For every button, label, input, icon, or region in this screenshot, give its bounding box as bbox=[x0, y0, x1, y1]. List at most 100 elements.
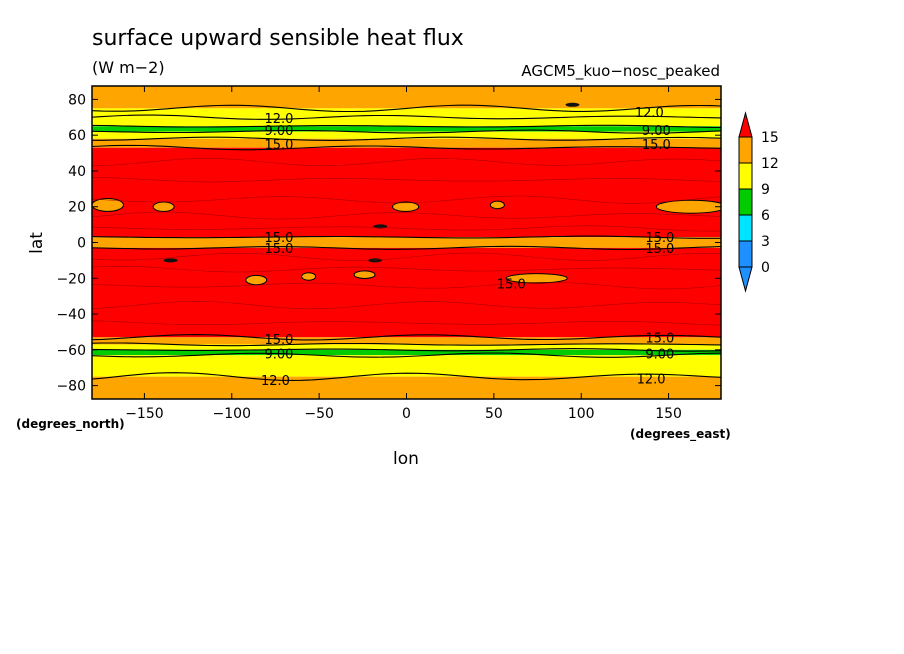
colorbar-segment-3 bbox=[738, 214, 753, 242]
contour-label-7: 15.0 bbox=[264, 242, 293, 257]
contour-label-8: 15.0 bbox=[645, 231, 674, 246]
orange-patch-4 bbox=[655, 199, 721, 214]
y-tick-label-6: −40 bbox=[56, 307, 86, 323]
inner-contour-4 bbox=[92, 225, 721, 232]
inner-contour-8 bbox=[92, 300, 721, 310]
plot-area bbox=[92, 86, 721, 399]
orange-patch-5 bbox=[245, 274, 268, 286]
colorbar-over-arrow bbox=[738, 111, 753, 138]
contour-line-4 bbox=[92, 136, 721, 141]
contour-line-5 bbox=[92, 144, 721, 151]
orange-patch-0 bbox=[92, 197, 124, 212]
inner-contour-3 bbox=[92, 211, 721, 220]
colorbar-label-0: 15 bbox=[761, 130, 779, 146]
colorbar-label-5: 0 bbox=[761, 260, 770, 276]
y-tick-label-4: 0 bbox=[77, 236, 86, 252]
contour-label-4: 9.00 bbox=[642, 124, 671, 139]
contour-band-5 bbox=[92, 138, 721, 148]
contour-band-9 bbox=[92, 337, 721, 345]
contour-band-1 bbox=[92, 108, 721, 118]
contour-line-9 bbox=[92, 342, 721, 347]
orange-patch-2 bbox=[392, 201, 420, 212]
dark-mark-3 bbox=[565, 102, 580, 107]
x-tick-label-1: −100 bbox=[213, 406, 251, 422]
contour-line-1 bbox=[92, 114, 721, 120]
colorbar-segment-4 bbox=[738, 240, 753, 268]
colorbar-segment-1 bbox=[738, 162, 753, 190]
contour-line-2 bbox=[92, 124, 721, 129]
contour-label-10: 15.0 bbox=[497, 278, 526, 293]
y-axis-units: (degrees_north) bbox=[16, 417, 125, 432]
contour-line-10 bbox=[92, 348, 721, 352]
contour-label-5: 15.0 bbox=[642, 138, 671, 153]
contour-line-12 bbox=[92, 372, 721, 381]
y-tick-label-8: −80 bbox=[56, 379, 86, 395]
contour-label-2: 15.0 bbox=[264, 138, 293, 153]
contour-label-9: 15.0 bbox=[645, 242, 674, 257]
y-tick-label-3: 20 bbox=[68, 200, 86, 216]
colorbar-segment-2 bbox=[738, 188, 753, 216]
dark-mark-0 bbox=[163, 258, 178, 263]
x-tick-label-0: −150 bbox=[125, 406, 163, 422]
colorbar: 15 12 9 6 3 0 bbox=[738, 111, 779, 293]
contour-line-0 bbox=[92, 104, 721, 113]
x-tick-label-6: 150 bbox=[655, 406, 682, 422]
y-tick-label-7: −60 bbox=[56, 343, 86, 359]
contour-band-11 bbox=[92, 349, 721, 356]
x-tick-label-5: 100 bbox=[568, 406, 595, 422]
y-tick-label-1: 60 bbox=[68, 128, 86, 144]
inner-contour-6 bbox=[92, 265, 721, 273]
contour-label-0: 12.0 bbox=[264, 112, 293, 127]
colorbar-segment-0 bbox=[738, 136, 753, 164]
inner-contour-5 bbox=[92, 252, 721, 261]
contour-label-13: 9.00 bbox=[264, 347, 293, 362]
contour-band-8 bbox=[92, 247, 721, 338]
colorbar-label-1: 12 bbox=[761, 156, 779, 172]
model-name: AGCM5_kuo−nosc_peaked bbox=[521, 62, 720, 81]
contour-label-6: 15.0 bbox=[264, 231, 293, 246]
y-tick-label-2: 40 bbox=[68, 164, 86, 180]
contour-label-16: 12.0 bbox=[637, 372, 666, 387]
dark-mark-2 bbox=[368, 258, 383, 263]
contour-label-11: 15.0 bbox=[264, 333, 293, 348]
chart-title: surface upward sensible heat flux bbox=[92, 26, 464, 51]
orange-patch-8 bbox=[353, 270, 376, 279]
y-axis-label: lat bbox=[27, 232, 47, 254]
y-tick-label-0: 80 bbox=[68, 92, 86, 108]
contour-label-15: 12.0 bbox=[261, 374, 290, 389]
x-axis-label: lon bbox=[393, 449, 419, 469]
inner-contour-1 bbox=[92, 177, 721, 183]
contour-band-12 bbox=[92, 355, 721, 377]
contour-line-7 bbox=[92, 245, 721, 251]
x-tick-label-4: 50 bbox=[485, 406, 503, 422]
contour-line-6 bbox=[92, 235, 721, 239]
contour-line-11 bbox=[92, 352, 721, 358]
y-tick-label-5: −20 bbox=[56, 271, 86, 287]
orange-patch-1 bbox=[152, 201, 175, 212]
orange-patch-3 bbox=[489, 200, 505, 210]
colorbar-under-arrow bbox=[738, 266, 753, 293]
contour-band-4 bbox=[92, 131, 721, 139]
orange-patch-6 bbox=[301, 272, 317, 281]
contour-label-12: 15.0 bbox=[645, 331, 674, 346]
contour-line-3 bbox=[92, 129, 721, 134]
colorbar-label-2: 9 bbox=[761, 182, 770, 198]
chart-units: (W m−2) bbox=[92, 58, 165, 77]
contour-label-14: 9.00 bbox=[645, 347, 674, 362]
inner-contour-7 bbox=[92, 282, 721, 290]
inner-contour-2 bbox=[92, 195, 721, 204]
contour-label-1: 9.00 bbox=[264, 124, 293, 139]
contour-label-3: 12.0 bbox=[635, 106, 664, 121]
x-tick-label-3: 0 bbox=[402, 406, 411, 422]
contour-band-7 bbox=[92, 237, 721, 248]
contour-line-8 bbox=[92, 334, 721, 341]
contour-band-10 bbox=[92, 344, 721, 350]
contour-band-2 bbox=[92, 117, 721, 127]
colorbar-label-3: 6 bbox=[761, 208, 770, 224]
colorbar-label-4: 3 bbox=[761, 234, 770, 250]
contour-band-6 bbox=[92, 147, 721, 238]
contour-band-13 bbox=[92, 376, 721, 399]
inner-contour-9 bbox=[92, 320, 721, 326]
orange-patch-7 bbox=[505, 273, 568, 284]
